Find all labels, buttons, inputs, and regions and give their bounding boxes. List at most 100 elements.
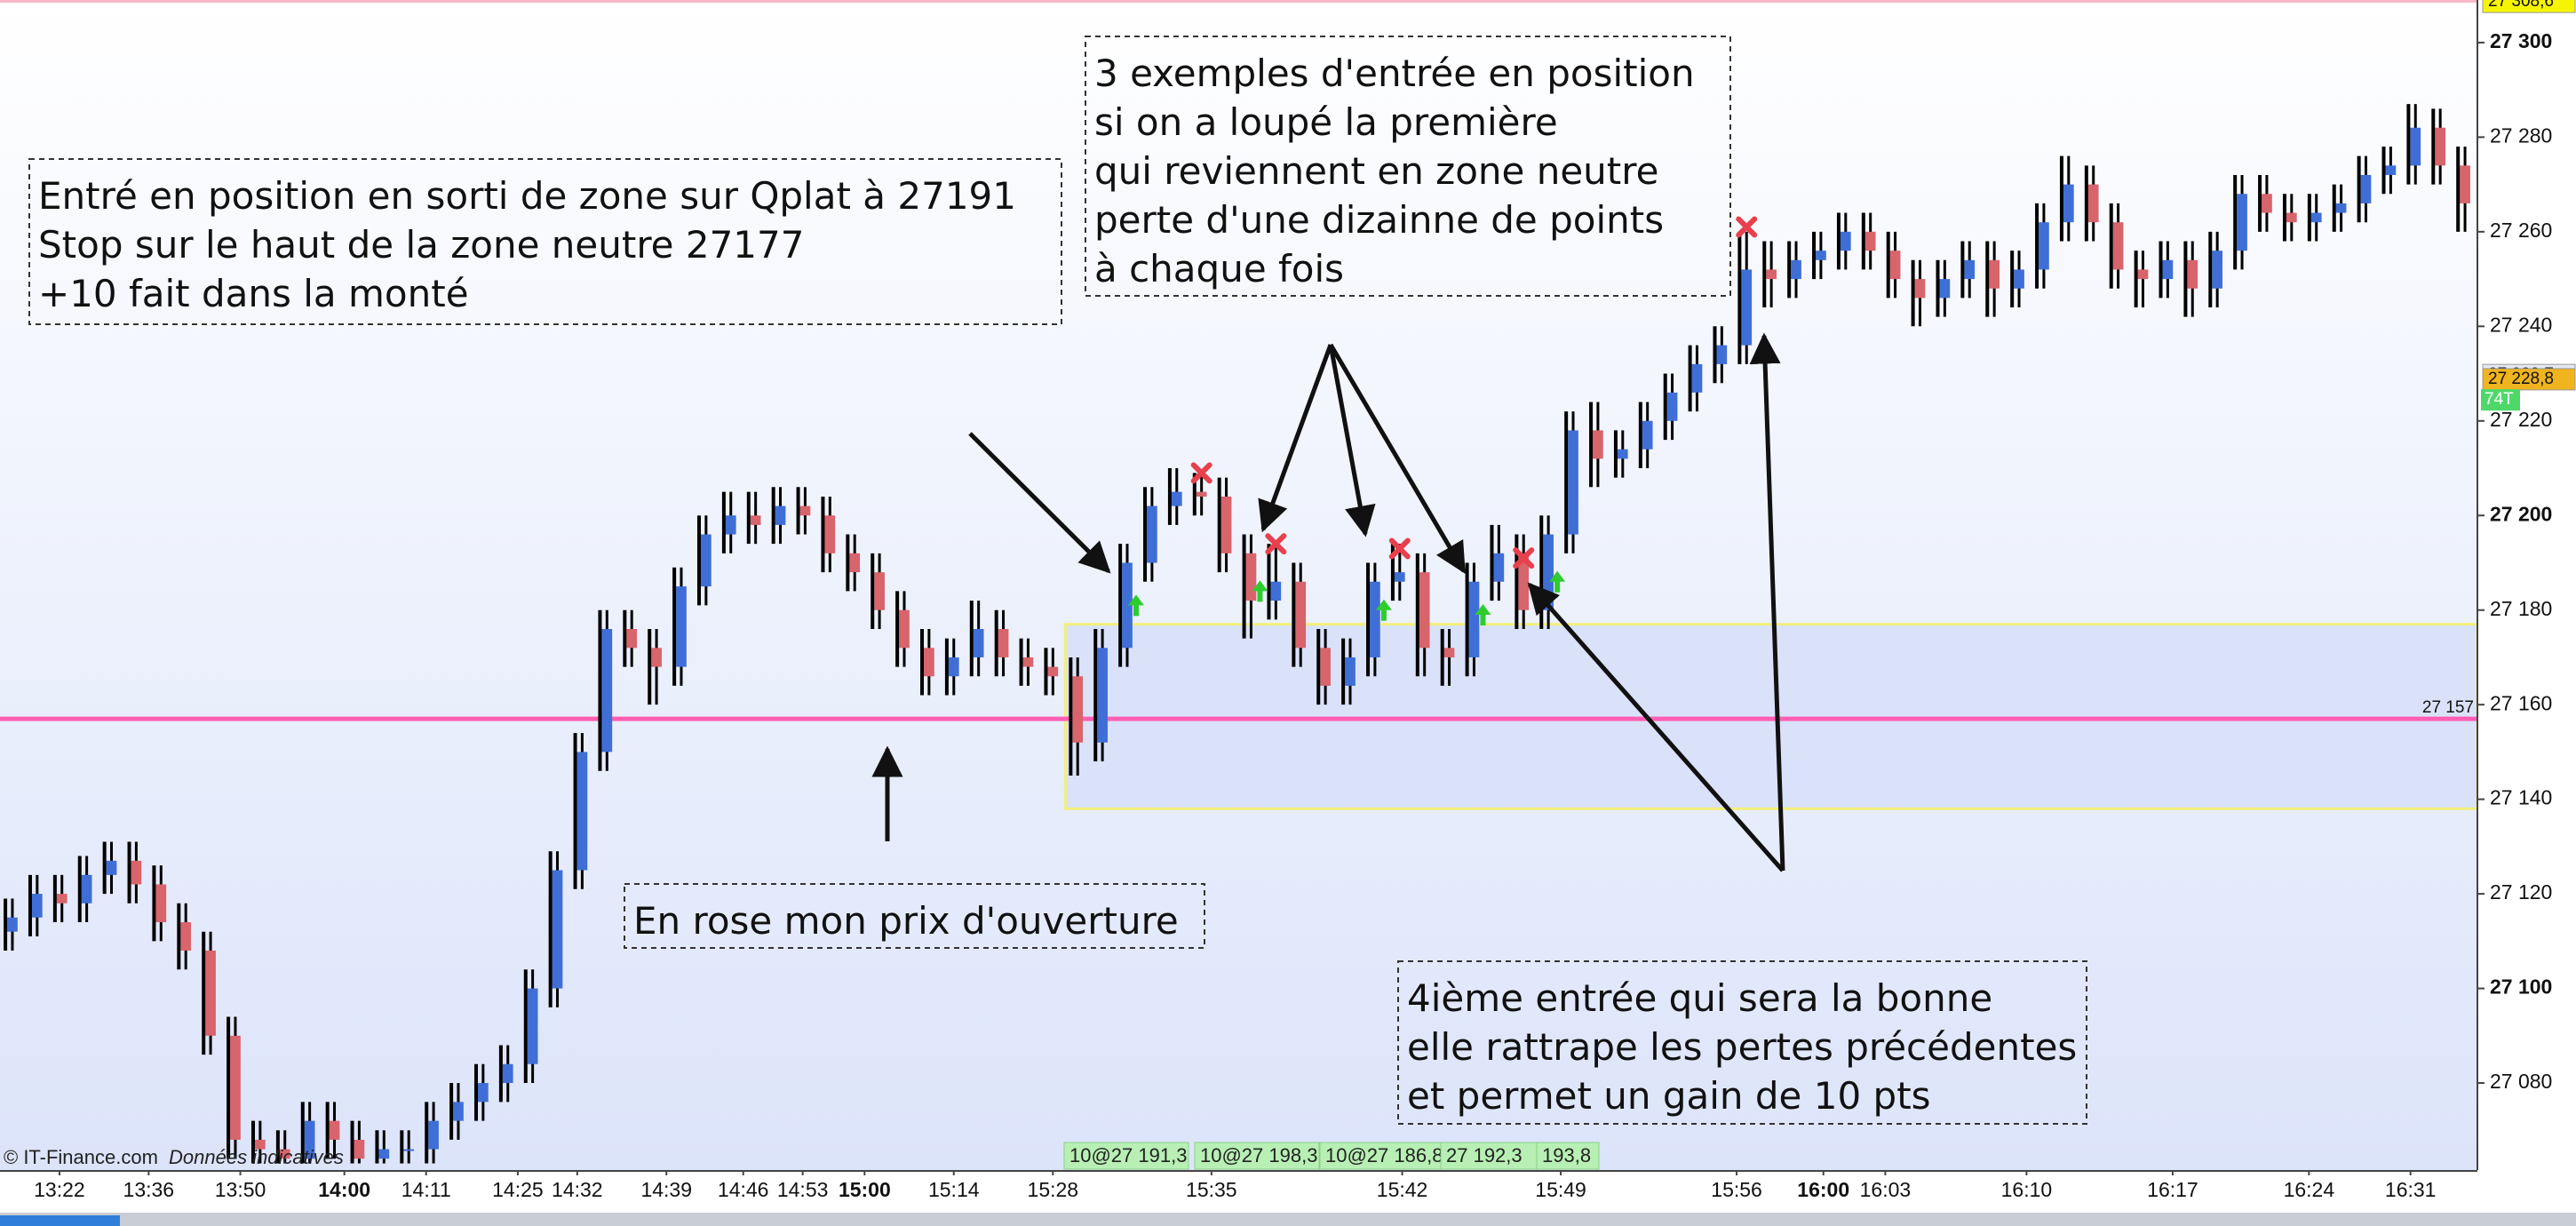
annotation-text: Entré en position en sorti de zone sur Q… [38, 174, 1016, 218]
bar-body [1097, 648, 1108, 743]
x-tick-label: 15:28 [1028, 1178, 1079, 1201]
bar-body [1939, 279, 1951, 299]
bar-body [1171, 491, 1182, 506]
bar-body [1889, 251, 1901, 280]
bar-body [106, 860, 117, 875]
exit-marker [1388, 537, 1411, 560]
bar-body [1419, 572, 1430, 649]
bar-body [1617, 449, 1628, 459]
bar-body [1394, 572, 1405, 582]
annotation-text: si on a loupé la première [1094, 100, 1558, 144]
bar-body [2385, 165, 2397, 175]
x-tick-label: 16:10 [2001, 1178, 2053, 1201]
bar-body [1345, 657, 1356, 686]
bar-body [2014, 269, 2024, 289]
price-marker-label: 27 308,6 [2488, 0, 2554, 11]
x-tick-label: 14:46 [718, 1178, 769, 1201]
bar-body [1270, 581, 1282, 601]
taskbar-button[interactable] [0, 1215, 120, 1226]
bar-body [2360, 174, 2372, 203]
bar-body [1864, 231, 1876, 251]
bar-body [1642, 420, 1653, 450]
tick-counter: 74T [2485, 390, 2514, 409]
exit-marker [1265, 533, 1287, 555]
bar-body [1543, 534, 1554, 610]
arrow [968, 432, 1111, 574]
annotation-text: En rose mon prix d'ouverture [633, 899, 1179, 943]
annotation-text: à chaque fois [1094, 247, 1344, 291]
entry-marker [1375, 599, 1392, 621]
order-label-box [1319, 1142, 1445, 1170]
bar-body [1220, 496, 1232, 553]
bar-body [1816, 251, 1826, 260]
bar-body [948, 657, 959, 677]
bar-body [701, 534, 712, 587]
bar-body [1518, 553, 1530, 610]
bar-body [2410, 127, 2421, 166]
bar-body [626, 629, 638, 649]
order-label-box [1536, 1142, 1600, 1170]
bar-body [651, 648, 662, 667]
annotation-text: et permet un gain de 10 pts [1407, 1074, 1931, 1118]
y-tick-label: 27 080 [2490, 1070, 2552, 1093]
bar-body [2087, 184, 2099, 223]
exit-marker [1513, 547, 1535, 569]
bar-body [1791, 259, 1801, 280]
bar-body [254, 1139, 266, 1150]
bar-body [2212, 251, 2223, 289]
bar-body [1716, 345, 1728, 364]
y-axis-panel [2477, 0, 2576, 1170]
arrows [871, 332, 1785, 872]
annotation-box [28, 158, 1062, 325]
x-tick-label: 14:25 [492, 1178, 544, 1201]
bar-body [1666, 392, 1678, 421]
bar-body [2237, 194, 2247, 251]
bar-body [2286, 212, 2297, 223]
annotation-text: +10 fait dans la monté [38, 272, 469, 315]
arrow [1527, 582, 1785, 872]
bar-body [849, 553, 861, 573]
x-tick-label: 15:42 [1377, 1178, 1428, 1201]
bar-body [2112, 222, 2124, 270]
bar-body [1593, 430, 1603, 459]
bar-body [81, 874, 92, 904]
bar-body [230, 1035, 241, 1140]
annotation-text: perte d'une dizainne de points [1094, 198, 1664, 242]
y-tick-label: 27 160 [2490, 691, 2552, 714]
x-tick-label: 15:14 [928, 1178, 980, 1201]
x-tick-label: 15:00 [839, 1178, 891, 1201]
bar-body [279, 1149, 290, 1159]
y-tick-label: 27 120 [2490, 880, 2552, 904]
tick-counter-box [2481, 389, 2520, 411]
bar-body [1741, 269, 1753, 346]
bar-body [477, 1083, 489, 1103]
bar-body [329, 1120, 340, 1140]
exit-marker [1190, 462, 1212, 484]
x-tick-label: 16:17 [2147, 1178, 2198, 1201]
bar-body [1147, 506, 1157, 563]
bar-body [180, 922, 192, 951]
bar-body [2262, 194, 2272, 213]
bar-body [155, 884, 167, 923]
x-tick-label: 15:35 [1186, 1178, 1237, 1201]
x-tick-label: 13:22 [34, 1178, 85, 1201]
order-label: 193,8 [1542, 1144, 1591, 1166]
bar-body [576, 752, 588, 871]
bar-body [1122, 562, 1133, 649]
bar-body [1443, 648, 1455, 657]
annotation-text: Stop sur le haut de la zone neutre 27177 [38, 223, 804, 267]
copyright: © IT-Finance.com [4, 1146, 158, 1168]
bar-body [2435, 127, 2446, 166]
bar-body [899, 609, 910, 649]
bar-body [453, 1102, 464, 1121]
annotation-text: 3 exemples d'entrée en position [1094, 52, 1695, 95]
entry-marker [1549, 570, 1566, 593]
bar-body [428, 1120, 439, 1150]
x-tick-label: 16:00 [1797, 1178, 1849, 1201]
x-axis-panel [0, 1170, 2576, 1213]
bar-body [924, 648, 934, 677]
order-label: 10@27 191,3 [1069, 1144, 1187, 1166]
bar-body [1047, 666, 1059, 677]
price-marker-label: 27 228,8 [2488, 370, 2554, 388]
y-tick-label: 27 140 [2490, 786, 2552, 809]
